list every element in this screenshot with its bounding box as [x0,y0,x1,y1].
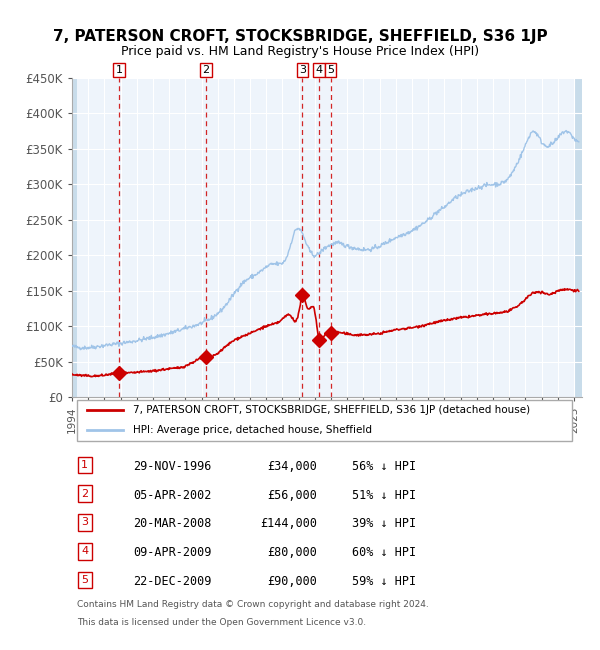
Text: 39% ↓ HPI: 39% ↓ HPI [353,517,416,530]
Text: £90,000: £90,000 [267,575,317,588]
Text: 2: 2 [202,65,209,75]
Text: £144,000: £144,000 [260,517,317,530]
Text: 4: 4 [81,546,88,556]
Text: £34,000: £34,000 [267,460,317,473]
FancyBboxPatch shape [77,400,572,441]
Text: Contains HM Land Registry data © Crown copyright and database right 2024.: Contains HM Land Registry data © Crown c… [77,601,429,610]
Text: 4: 4 [316,65,323,75]
Text: 29-NOV-1996: 29-NOV-1996 [133,460,212,473]
Text: 5: 5 [327,65,334,75]
Text: 51% ↓ HPI: 51% ↓ HPI [353,489,416,502]
Text: Price paid vs. HM Land Registry's House Price Index (HPI): Price paid vs. HM Land Registry's House … [121,46,479,58]
Text: 3: 3 [299,65,306,75]
Text: 2: 2 [81,489,88,499]
Text: 7, PATERSON CROFT, STOCKSBRIDGE, SHEFFIELD, S36 1JP (detached house): 7, PATERSON CROFT, STOCKSBRIDGE, SHEFFIE… [133,405,530,415]
Text: 20-MAR-2008: 20-MAR-2008 [133,517,212,530]
Text: 56% ↓ HPI: 56% ↓ HPI [353,460,416,473]
Text: This data is licensed under the Open Government Licence v3.0.: This data is licensed under the Open Gov… [77,618,366,627]
Text: 60% ↓ HPI: 60% ↓ HPI [353,546,416,559]
Text: 1: 1 [116,65,122,75]
Text: 1: 1 [81,460,88,470]
Text: 5: 5 [81,575,88,585]
Text: 7, PATERSON CROFT, STOCKSBRIDGE, SHEFFIELD, S36 1JP: 7, PATERSON CROFT, STOCKSBRIDGE, SHEFFIE… [53,29,547,44]
Text: HPI: Average price, detached house, Sheffield: HPI: Average price, detached house, Shef… [133,426,372,436]
Text: £56,000: £56,000 [267,489,317,502]
Text: £80,000: £80,000 [267,546,317,559]
Text: 59% ↓ HPI: 59% ↓ HPI [353,575,416,588]
Text: 3: 3 [81,517,88,528]
Text: 22-DEC-2009: 22-DEC-2009 [133,575,212,588]
Text: 09-APR-2009: 09-APR-2009 [133,546,212,559]
Text: 05-APR-2002: 05-APR-2002 [133,489,212,502]
